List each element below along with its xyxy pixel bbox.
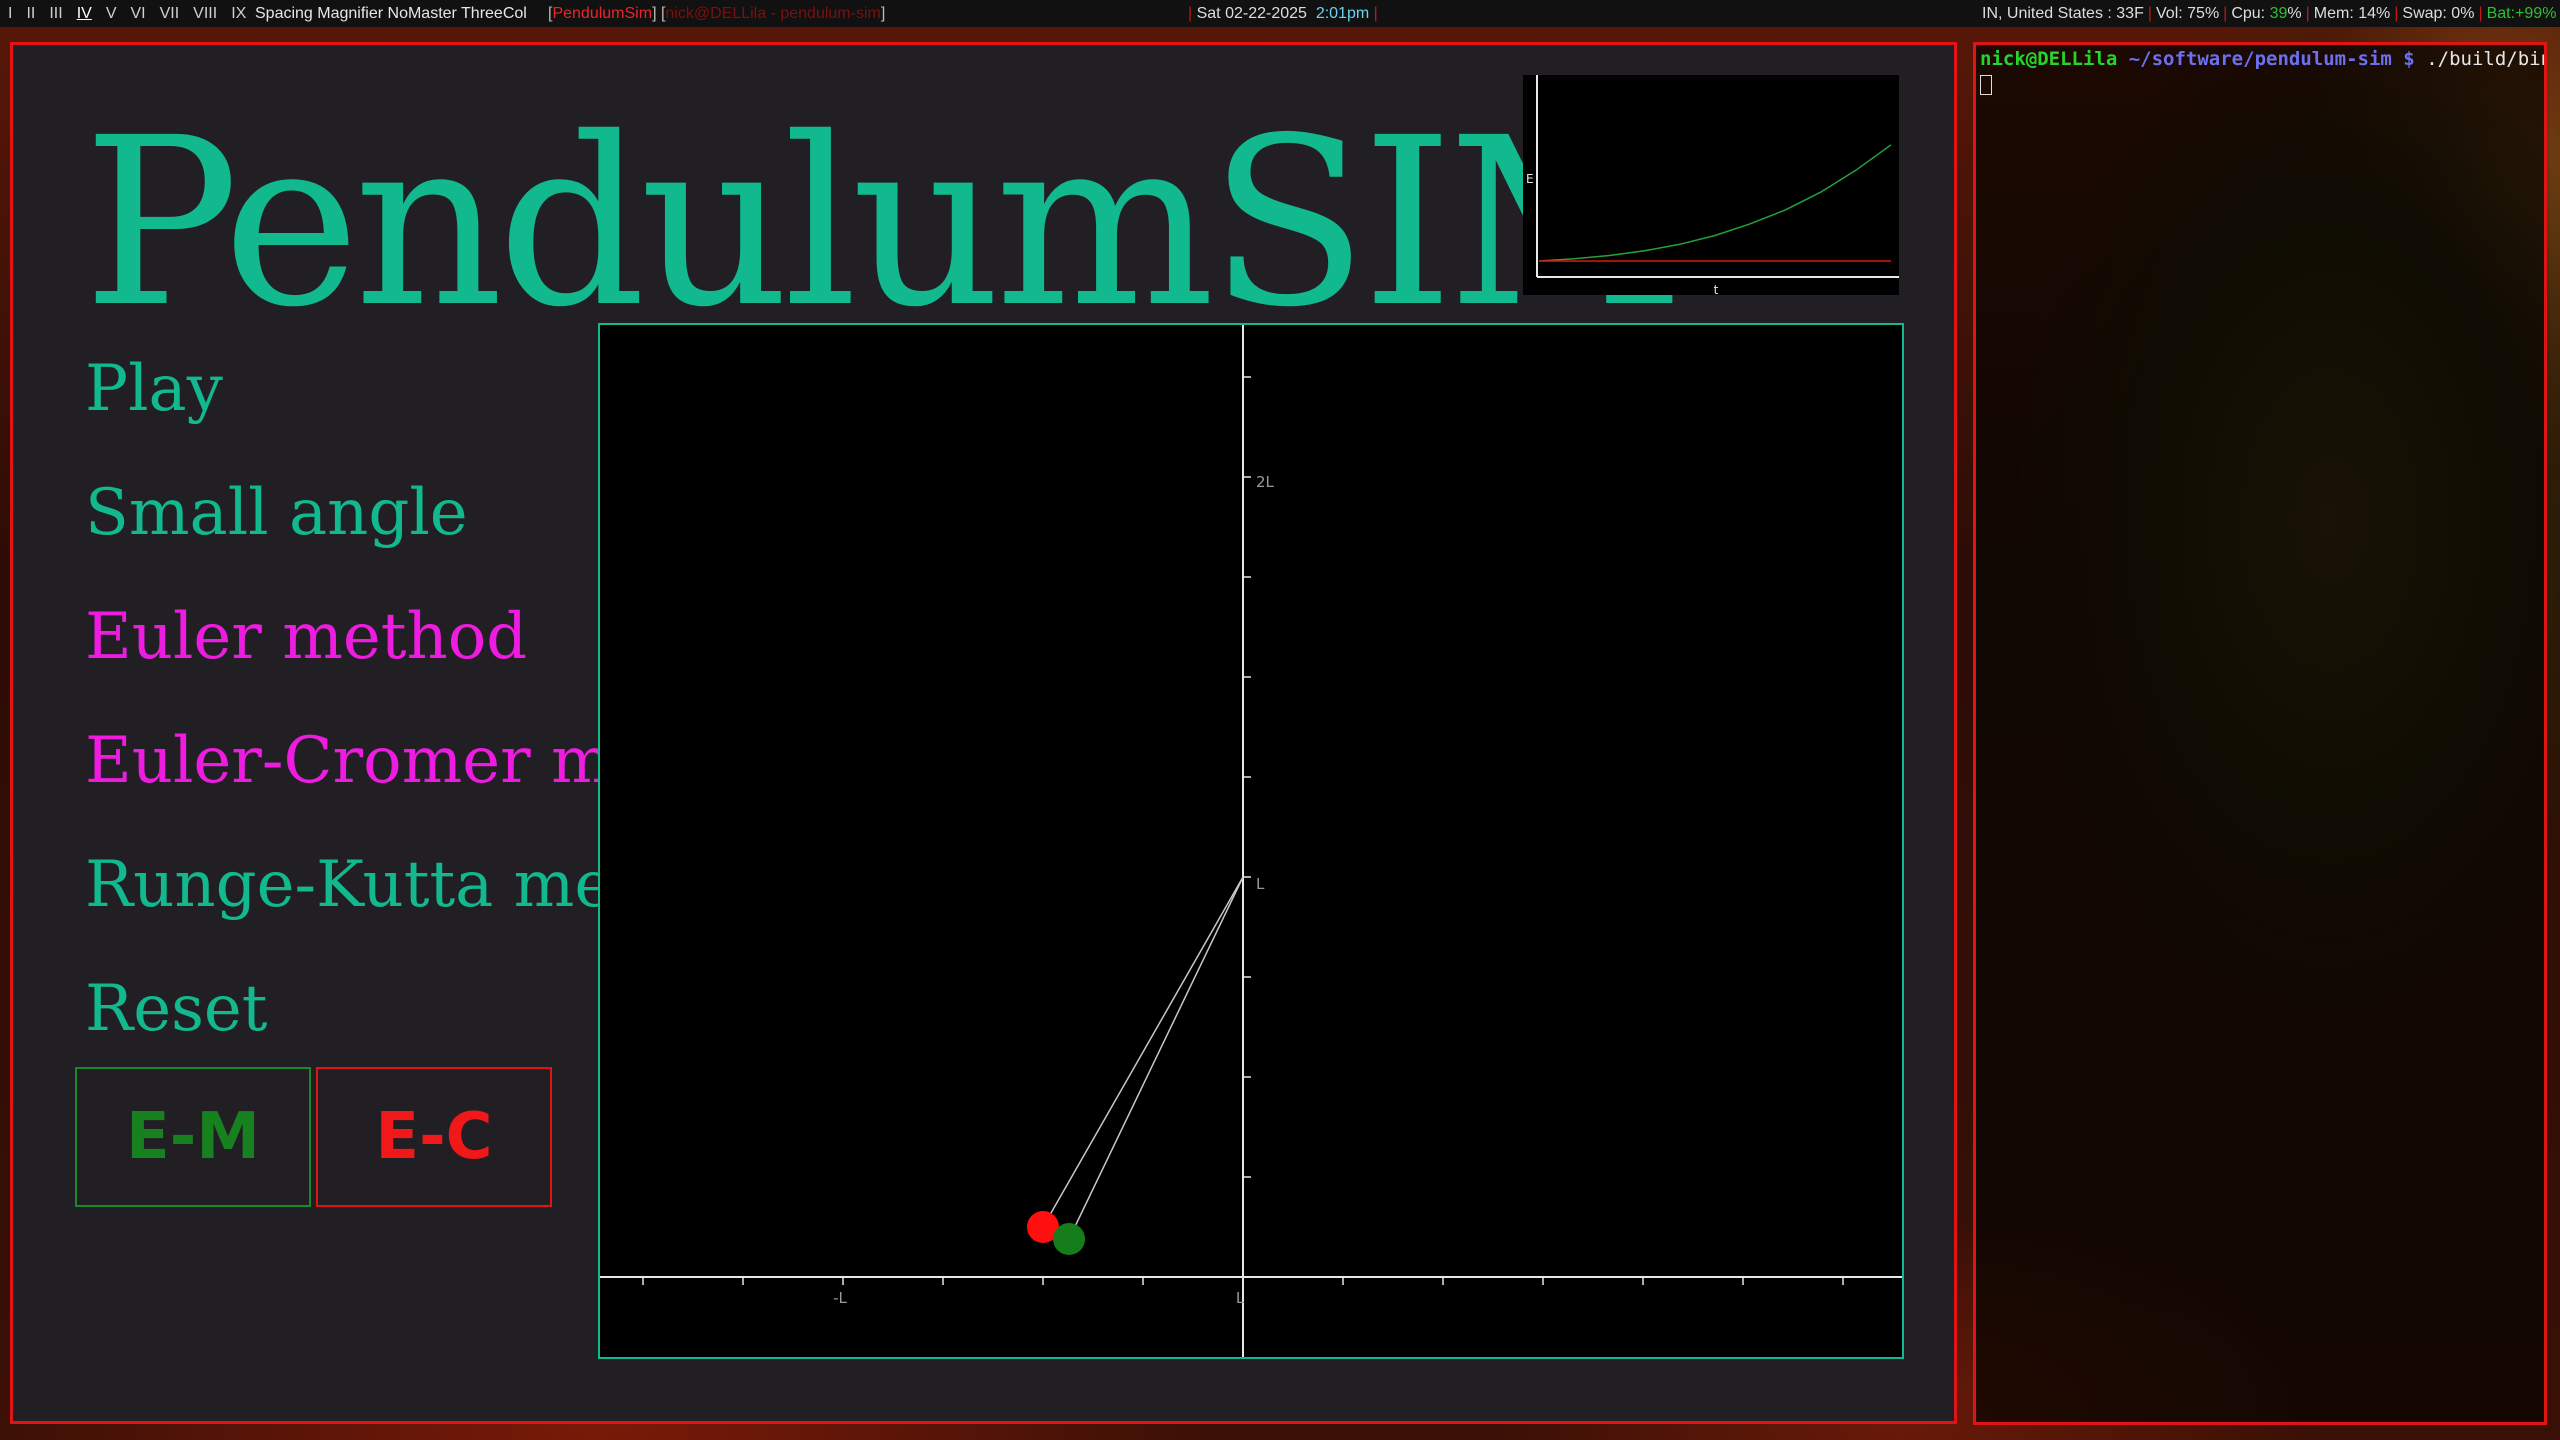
cpu-value: 39 xyxy=(2269,5,2288,22)
small-angle-toggle[interactable]: Small angle xyxy=(85,476,468,550)
time: 2:01pm xyxy=(1315,5,1370,22)
reset-button[interactable]: Reset xyxy=(85,972,268,1046)
status-bar: I II III IV V VI VII VIII IX Spacing Magnifier N… xyxy=(0,0,2560,27)
euler-method-toggle[interactable]: Euler method xyxy=(85,600,528,674)
simulation-canvas: 2L L -L L xyxy=(598,323,1904,1359)
cpu-label: Cpu: xyxy=(2231,5,2266,22)
window-title-other[interactable]: nick@DELLila - pendulum-sim xyxy=(665,5,881,22)
energy-plot-xlabel: t xyxy=(1714,283,1719,295)
tick-label-neg-l: -L xyxy=(833,1289,847,1307)
energy-plot-ylabel: E xyxy=(1526,172,1534,186)
weather: IN, United States : 33F xyxy=(1982,5,2144,22)
workspace-8[interactable]: VIII xyxy=(193,5,218,22)
terminal-cursor xyxy=(1980,75,1992,95)
workspace-9[interactable]: IX xyxy=(231,5,247,22)
pendulum-bob-1 xyxy=(1027,1211,1059,1243)
cpu-percent: % xyxy=(2287,5,2302,22)
euler-cromer-energy-button[interactable]: E-C xyxy=(316,1067,552,1207)
workspace-7[interactable]: VII xyxy=(159,5,180,22)
layout-name: Spacing Magnifier NoMaster ThreeCol xyxy=(255,5,527,22)
prompt-user-host: nick@DELLila xyxy=(1980,48,2118,70)
date: Sat 02-22-2025 xyxy=(1196,5,1307,22)
pendulum-sim-window: PendulumSIM Play Small angle Euler metho… xyxy=(10,42,1957,1424)
window-title-current[interactable]: PendulumSim xyxy=(552,5,653,22)
system-info: IN, United States : 33F | Vol: 75% | Cpu: 39… xyxy=(1982,0,2556,27)
terminal-window[interactable]: nick@DELLila ~/software/pendulum-sim $ .… xyxy=(1973,42,2547,1425)
tick-label-2l: 2L xyxy=(1256,473,1275,491)
workspace-6[interactable]: VI xyxy=(130,5,146,22)
workspace-5[interactable]: V xyxy=(105,5,117,22)
tick-label-l-vertical: L xyxy=(1256,875,1265,893)
workspace-2[interactable]: II xyxy=(26,5,36,22)
app-title: PendulumSIM xyxy=(83,88,1685,358)
tick-label-l-horizontal: L xyxy=(1236,1289,1245,1307)
swap: Swap: 0% xyxy=(2402,5,2475,22)
window-list: [PendulumSim] [nick@DELLila - pendulum-s… xyxy=(548,0,885,27)
clock: | Sat 02-22-2025 2:01pm | xyxy=(1188,0,1378,27)
prompt-path: ~/software/pendulum-sim xyxy=(2128,48,2392,70)
energy-series-line-1 xyxy=(1538,144,1892,262)
volume: Vol: 75% xyxy=(2156,5,2220,22)
runge-kutta-method-toggle[interactable]: Runge-Kutta method xyxy=(85,848,609,922)
pendulum-rod-1 xyxy=(1042,876,1244,1228)
prompt-symbol: $ xyxy=(2403,48,2415,70)
pendulum-bob-2 xyxy=(1053,1223,1085,1255)
terminal-command: ./build/bin/ xyxy=(2426,48,2544,70)
simulation-menu: Play Small angle Euler method Euler-Crom… xyxy=(85,327,609,1071)
euler-method-energy-button[interactable]: E-M xyxy=(75,1067,311,1207)
energy-plot: E t xyxy=(1523,75,1899,295)
memory: Mem: 14% xyxy=(2313,5,2391,22)
workspace-4[interactable]: IV xyxy=(76,5,92,22)
euler-cromer-method-toggle[interactable]: Euler-Cromer method xyxy=(85,724,609,798)
terminal-command-line: nick@DELLila ~/software/pendulum-sim $ .… xyxy=(1980,48,2544,70)
play-button[interactable]: Play xyxy=(85,352,223,426)
pendulum-rod-2 xyxy=(1068,876,1244,1240)
workspace-3[interactable]: III xyxy=(49,5,63,22)
battery: Bat:+99% xyxy=(2486,5,2557,22)
workspace-1[interactable]: I xyxy=(8,5,13,22)
workspace-list: I II III IV V VI VII VIII IX xyxy=(8,0,260,27)
